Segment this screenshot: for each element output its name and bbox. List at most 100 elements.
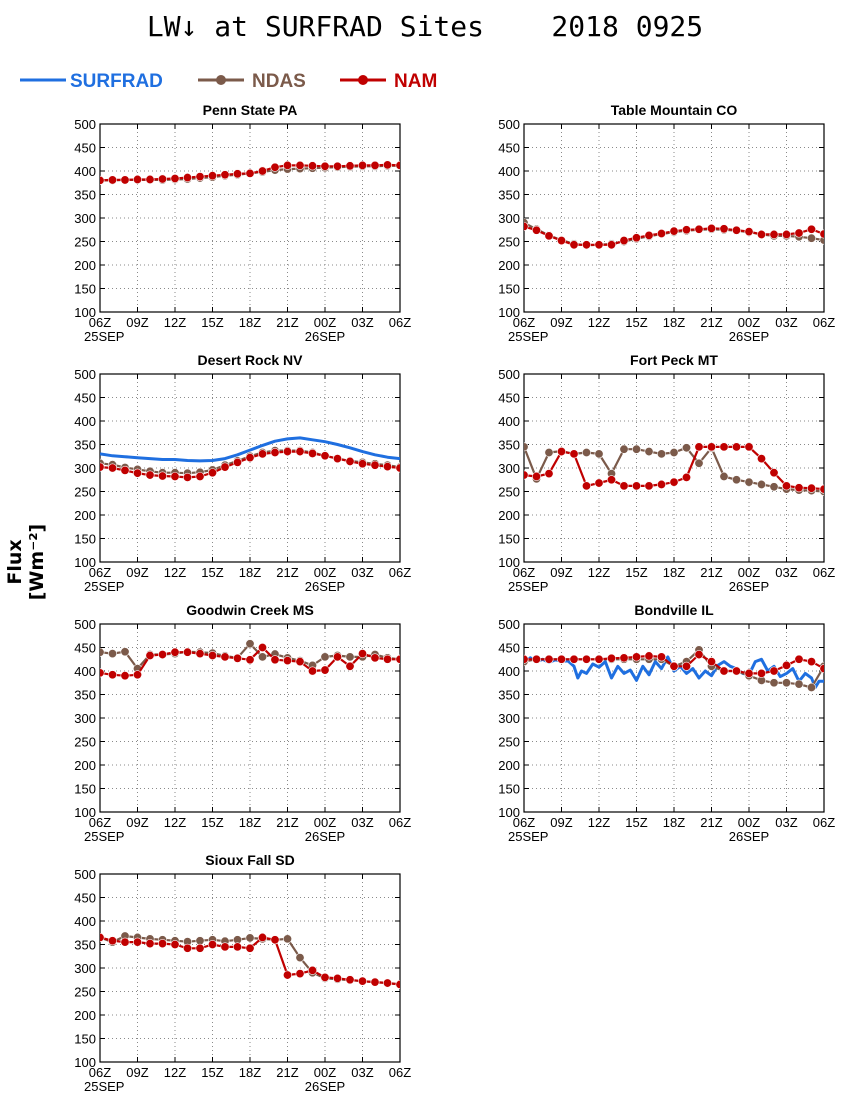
data-point-nam (320, 161, 330, 171)
panel-title: Table Mountain CO (611, 102, 738, 118)
data-point-nam (100, 462, 105, 472)
data-point-nam (731, 666, 741, 676)
data-point-nam (370, 160, 380, 170)
data-point-ndas (100, 647, 105, 657)
x-tick-label: 06Z (513, 315, 535, 330)
data-point-nam (656, 229, 666, 239)
legend-item-nam: NAM (340, 71, 437, 92)
y-tick-label: 150 (498, 532, 520, 547)
data-point-ndas (781, 678, 791, 688)
data-point-nam (120, 175, 130, 185)
y-tick-label: 500 (498, 617, 520, 632)
data-point-nam (395, 160, 400, 170)
data-point-nam (220, 170, 230, 180)
y-tick-label: 200 (498, 508, 520, 523)
data-point-nam (295, 160, 305, 170)
data-point-nam (594, 478, 604, 488)
data-point-nam (245, 943, 255, 953)
x-tick-label: 09Z (126, 1065, 148, 1080)
y-tick-label: 400 (74, 664, 96, 679)
x-tick-label: 21Z (700, 565, 722, 580)
data-point-ndas (320, 652, 330, 662)
y-tick-label: 400 (74, 914, 96, 929)
data-point-nam (531, 654, 541, 664)
data-point-ndas (594, 449, 604, 459)
data-point-nam (781, 229, 791, 239)
y-tick-label: 450 (498, 641, 520, 656)
panel-penn-state-pa: 100 150 200 250 300 350 400 450 500 06Z 09Z 12Z 15Z 1… (74, 102, 411, 344)
date-label: 25SEP (508, 329, 548, 344)
data-point-nam (332, 161, 342, 171)
data-point-nam (581, 654, 591, 664)
date-label: 25SEP (508, 579, 548, 594)
data-point-nam (744, 227, 754, 237)
data-point-nam (581, 240, 591, 250)
date-label: 26SEP (729, 829, 769, 844)
y-tick-label: 500 (74, 617, 96, 632)
y-tick-label: 350 (74, 438, 96, 453)
x-tick-label: 06Z (89, 1065, 111, 1080)
y-tick-label: 200 (74, 508, 96, 523)
y-tick-label: 500 (74, 367, 96, 382)
y-tick-label: 400 (498, 164, 520, 179)
x-tick-label: 15Z (201, 815, 223, 830)
x-tick-label: 06Z (813, 815, 835, 830)
y-tick-label: 150 (74, 282, 96, 297)
x-tick-label: 09Z (550, 815, 572, 830)
y-tick-label: 500 (74, 867, 96, 882)
x-tick-label: 12Z (164, 815, 186, 830)
data-point-nam (644, 481, 654, 491)
x-tick-label: 21Z (276, 1065, 298, 1080)
data-point-nam (307, 666, 317, 676)
x-tick-label: 09Z (126, 815, 148, 830)
date-label: 26SEP (305, 329, 345, 344)
x-tick-label: 12Z (164, 1065, 186, 1080)
x-tick-label: 00Z (314, 315, 336, 330)
data-point-nam (282, 970, 292, 980)
y-tick-label: 450 (74, 141, 96, 156)
data-point-ndas (731, 475, 741, 485)
y-tick-label: 100 (74, 305, 96, 320)
data-point-nam (100, 668, 105, 678)
data-point-nam (282, 656, 292, 666)
data-point-nam (345, 975, 355, 985)
data-point-nam (345, 161, 355, 171)
x-tick-label: 03Z (775, 565, 797, 580)
data-point-nam (756, 668, 766, 678)
data-point-nam (681, 225, 691, 235)
data-point-nam (719, 666, 729, 676)
data-point-nam (719, 224, 729, 234)
y-tick-label: 450 (74, 391, 96, 406)
x-tick-label: 00Z (314, 815, 336, 830)
data-point-nam (145, 174, 155, 184)
data-point-nam (524, 221, 529, 231)
chart-title: LW↓ at SURFRAD Sites 2018 0925 (146, 10, 704, 43)
panel-fort-peck-mt: 100 150 200 250 300 350 400 450 500 06Z 09Z 12Z 15Z 1… (498, 352, 835, 594)
y-tick-label: 400 (74, 164, 96, 179)
data-point-nam (606, 475, 616, 485)
data-point-nam (345, 661, 355, 671)
data-point-nam (719, 442, 729, 452)
data-point-nam (619, 653, 629, 663)
data-point-nam (295, 657, 305, 667)
data-point-nam (631, 233, 641, 243)
data-point-nam (370, 653, 380, 663)
data-point-nam (145, 470, 155, 480)
data-point-ndas (524, 442, 529, 452)
data-point-nam (731, 442, 741, 452)
data-point-nam (531, 471, 541, 481)
data-point-ndas (656, 449, 666, 459)
data-point-nam (619, 236, 629, 246)
data-point-nam (606, 653, 616, 663)
x-tick-label: 09Z (550, 315, 572, 330)
date-label: 25SEP (84, 829, 124, 844)
data-point-nam (170, 647, 180, 657)
x-tick-label: 06Z (389, 815, 411, 830)
data-point-nam (270, 162, 280, 172)
x-tick-label: 18Z (239, 815, 261, 830)
data-point-nam (120, 937, 130, 947)
y-tick-label: 400 (498, 664, 520, 679)
data-point-ndas (631, 444, 641, 454)
x-tick-label: 06Z (89, 815, 111, 830)
